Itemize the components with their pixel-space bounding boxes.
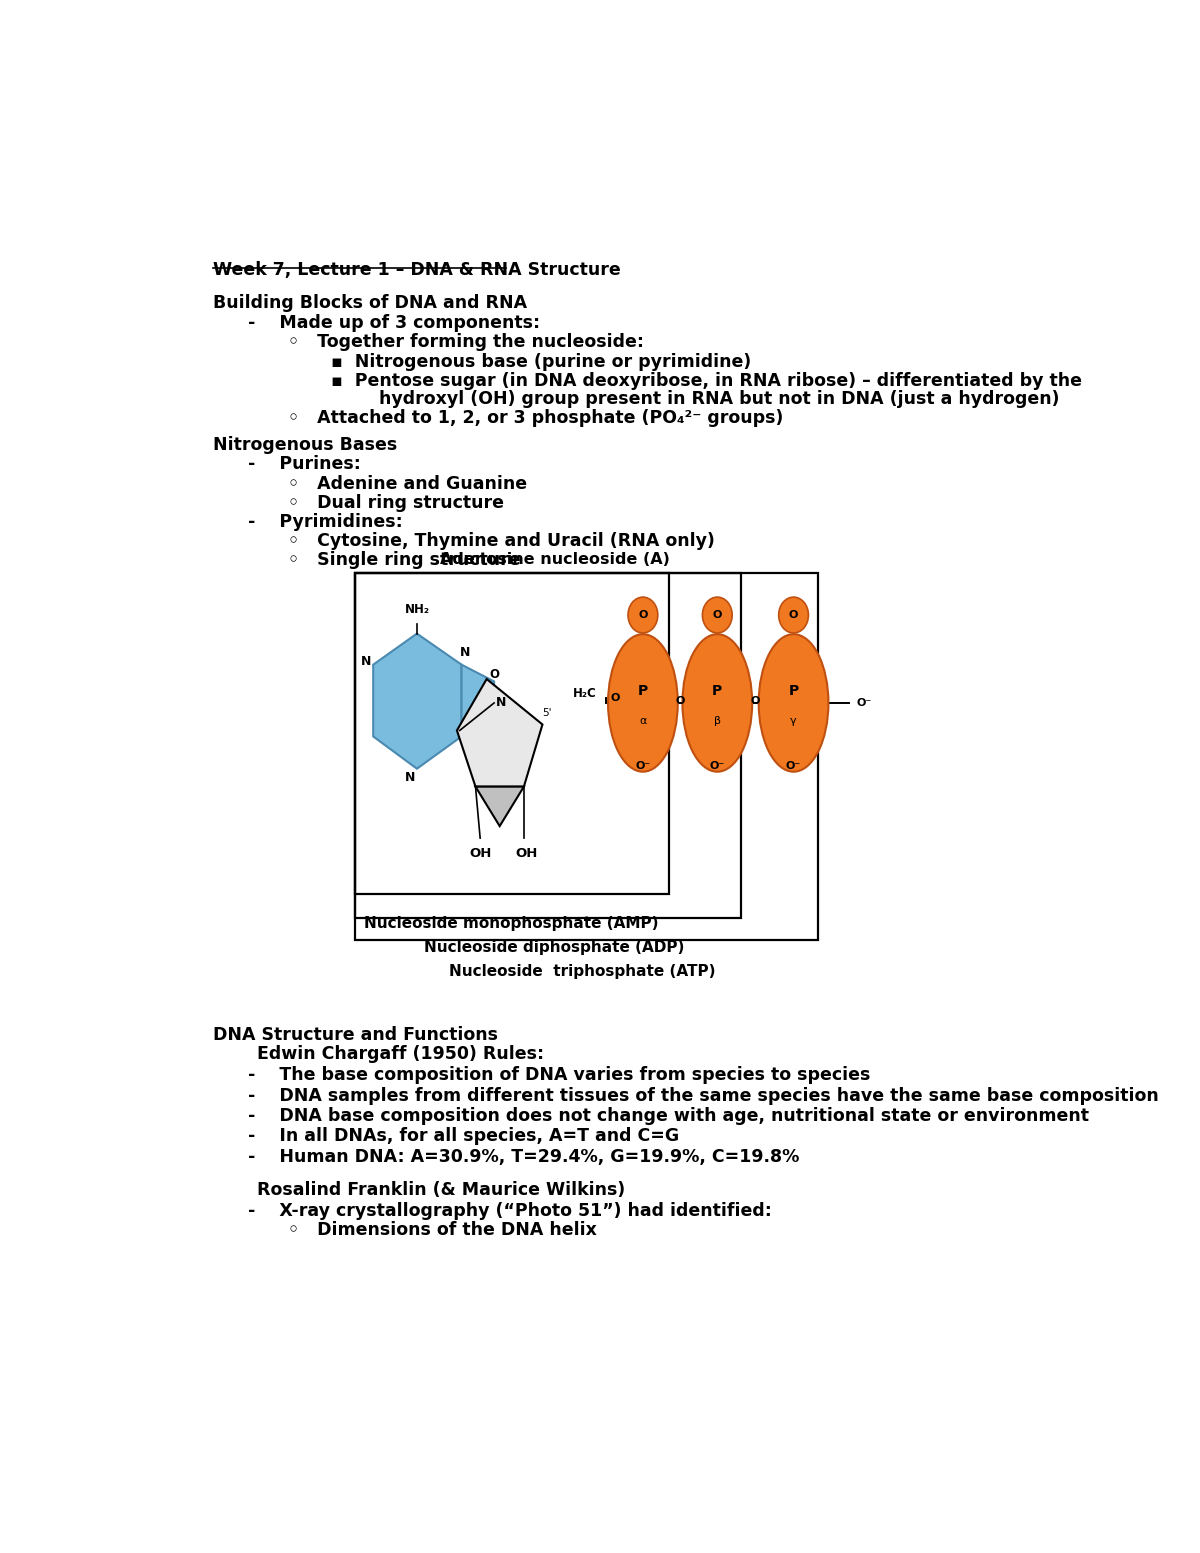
Ellipse shape <box>758 634 828 772</box>
Text: -    X-ray crystallography (“Photo 51”) had identified:: - X-ray crystallography (“Photo 51”) had… <box>247 1202 772 1219</box>
Text: -    Purines:: - Purines: <box>247 455 360 474</box>
Text: α: α <box>640 716 647 725</box>
Ellipse shape <box>683 634 752 772</box>
Text: 5': 5' <box>542 708 552 717</box>
Ellipse shape <box>608 634 678 772</box>
Text: ◦   Single ring structure: ◦ Single ring structure <box>288 551 521 568</box>
Polygon shape <box>462 665 494 736</box>
Text: -    DNA samples from different tissues of the same species have the same base c: - DNA samples from different tissues of … <box>247 1087 1158 1104</box>
Text: Adenosine nucleoside (A): Adenosine nucleoside (A) <box>439 551 670 567</box>
Text: O: O <box>713 610 722 620</box>
Text: N: N <box>496 696 505 710</box>
Text: O: O <box>490 668 499 680</box>
Text: N: N <box>406 770 415 784</box>
Text: O: O <box>611 693 619 704</box>
Text: ▪  Pentose sugar (in DNA deoxyribose, in RNA ribose) – differentiated by the: ▪ Pentose sugar (in DNA deoxyribose, in … <box>331 371 1082 390</box>
Text: P: P <box>788 683 799 697</box>
Text: Nucleoside diphosphate (ADP): Nucleoside diphosphate (ADP) <box>425 940 685 955</box>
Text: P: P <box>712 683 722 697</box>
Text: γ: γ <box>791 716 797 725</box>
Text: ◦   Dual ring structure: ◦ Dual ring structure <box>288 494 504 511</box>
Text: Week 7, Lecture 1 – DNA & RNA Structure: Week 7, Lecture 1 – DNA & RNA Structure <box>214 261 626 278</box>
Text: NH₂: NH₂ <box>404 603 430 617</box>
Text: OH: OH <box>469 846 491 860</box>
Polygon shape <box>475 787 524 826</box>
Text: -    Made up of 3 components:: - Made up of 3 components: <box>247 314 540 332</box>
Text: OH: OH <box>516 846 538 860</box>
Text: -    DNA base composition does not change with age, nutritional state or environ: - DNA base composition does not change w… <box>247 1107 1088 1124</box>
Text: Rosalind Franklin (& Maurice Wilkins): Rosalind Franklin (& Maurice Wilkins) <box>257 1182 625 1199</box>
Bar <box>355 573 668 895</box>
Text: O⁻: O⁻ <box>857 697 872 708</box>
Text: O: O <box>788 610 798 620</box>
Text: Edwin Chargaff (1950) Rules:: Edwin Chargaff (1950) Rules: <box>257 1045 544 1062</box>
Text: O: O <box>676 696 685 705</box>
Ellipse shape <box>779 596 809 634</box>
Polygon shape <box>373 634 462 769</box>
Text: O⁻: O⁻ <box>786 761 802 770</box>
Text: O: O <box>751 696 760 705</box>
Text: P: P <box>637 683 648 697</box>
Text: hydroxyl (OH) group present in RNA but not in DNA (just a hydrogen): hydroxyl (OH) group present in RNA but n… <box>331 390 1060 407</box>
Text: ◦   Adenine and Guanine: ◦ Adenine and Guanine <box>288 475 527 492</box>
Text: O⁻: O⁻ <box>635 761 650 770</box>
Text: Nucleoside  triphosphate (ATP): Nucleoside triphosphate (ATP) <box>449 963 715 978</box>
Text: N: N <box>460 646 470 658</box>
Text: O: O <box>638 610 648 620</box>
Text: Nucleoside monophosphate (AMP): Nucleoside monophosphate (AMP) <box>364 916 658 930</box>
Text: H₂C: H₂C <box>574 686 596 700</box>
Text: -    The base composition of DNA varies from species to species: - The base composition of DNA varies fro… <box>247 1067 870 1084</box>
Text: -    Human DNA: A=30.9%, T=29.4%, G=19.9%, C=19.8%: - Human DNA: A=30.9%, T=29.4%, G=19.9%, … <box>247 1148 799 1166</box>
Text: ▪  Nitrogenous base (purine or pyrimidine): ▪ Nitrogenous base (purine or pyrimidine… <box>331 353 751 371</box>
Bar <box>355 573 742 918</box>
Text: ◦   Dimensions of the DNA helix: ◦ Dimensions of the DNA helix <box>288 1221 596 1239</box>
Text: N: N <box>360 655 371 668</box>
Ellipse shape <box>702 596 732 634</box>
Polygon shape <box>457 679 542 787</box>
Text: O⁻: O⁻ <box>709 761 725 770</box>
Text: ◦   Attached to 1, 2, or 3 phosphate (PO₄²⁻ groups): ◦ Attached to 1, 2, or 3 phosphate (PO₄²… <box>288 408 784 427</box>
Text: -    Pyrimidines:: - Pyrimidines: <box>247 512 402 531</box>
Text: β: β <box>714 716 721 725</box>
Text: Nitrogenous Bases: Nitrogenous Bases <box>214 436 397 455</box>
Text: DNA Structure and Functions: DNA Structure and Functions <box>214 1027 498 1044</box>
Text: -    In all DNAs, for all species, A=T and C=G: - In all DNAs, for all species, A=T and … <box>247 1127 679 1146</box>
Ellipse shape <box>628 596 658 634</box>
Text: ◦   Together forming the nucleoside:: ◦ Together forming the nucleoside: <box>288 334 643 351</box>
Text: Building Blocks of DNA and RNA: Building Blocks of DNA and RNA <box>214 294 527 312</box>
Text: ◦   Cytosine, Thymine and Uracil (RNA only): ◦ Cytosine, Thymine and Uracil (RNA only… <box>288 533 714 550</box>
Bar <box>355 573 817 940</box>
